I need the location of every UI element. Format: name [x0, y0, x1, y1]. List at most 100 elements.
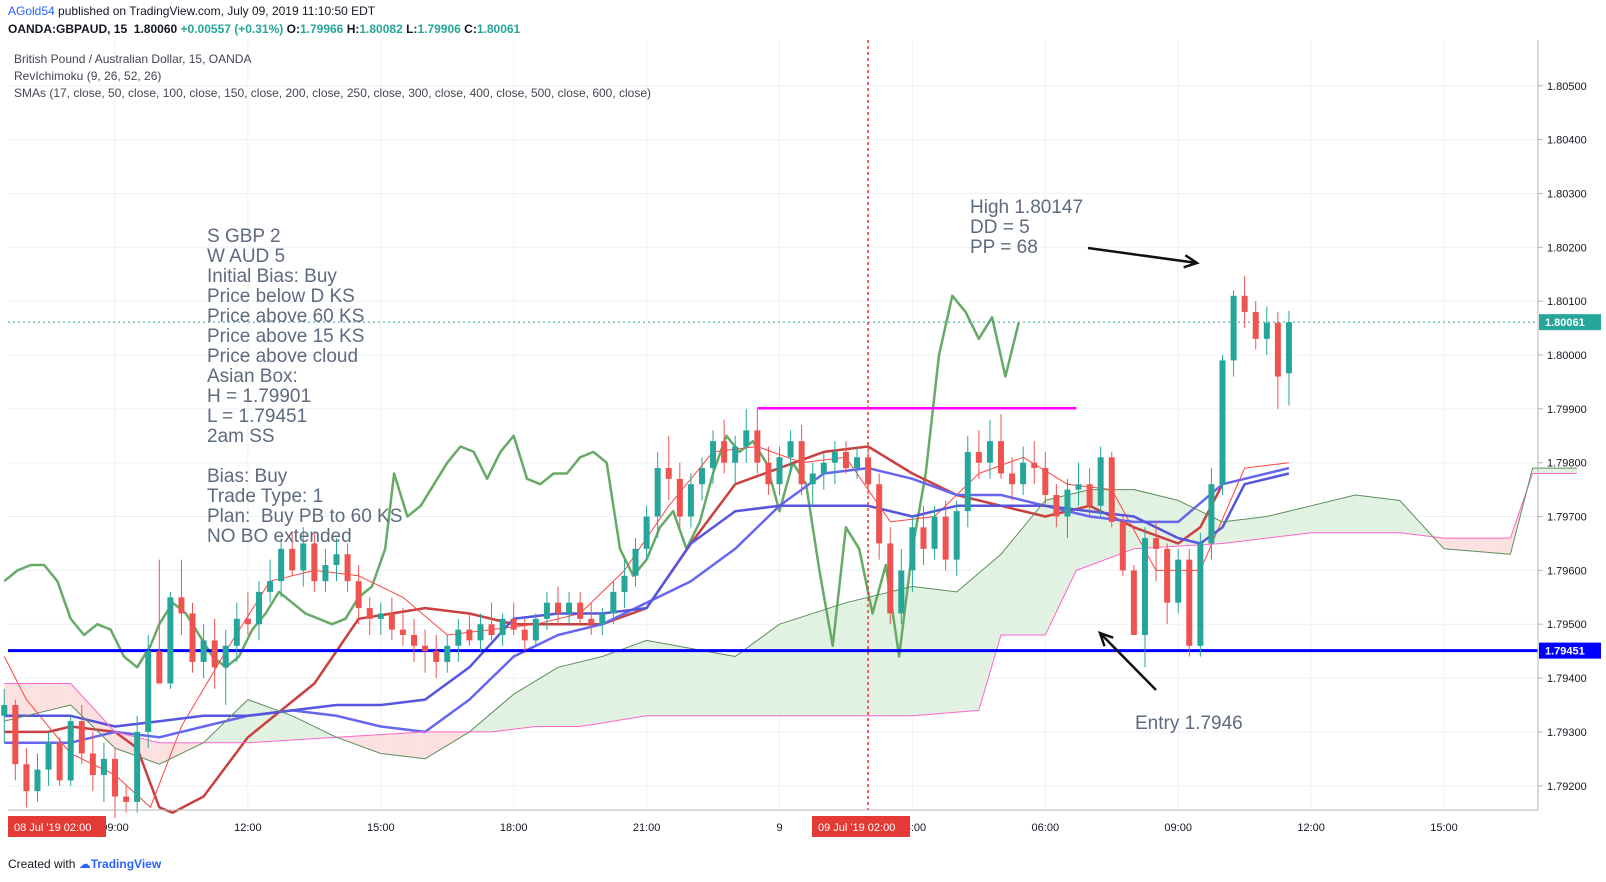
y-tick-label: 1.79600	[1547, 565, 1587, 577]
cloud-segment	[500, 701, 505, 731]
cloud-segment	[819, 609, 824, 716]
cloud-segment	[841, 602, 846, 716]
cloud-segment	[1271, 514, 1276, 538]
cloud-segment	[1049, 498, 1055, 626]
candle-body	[67, 721, 74, 781]
candle-body	[1119, 521, 1126, 571]
cloud-segment	[1018, 527, 1024, 635]
candle-body	[1274, 322, 1281, 377]
cloud-segment	[1253, 517, 1258, 540]
x-tick-label: 06:00	[1032, 822, 1060, 834]
x-tick-label: 15:00	[367, 822, 395, 834]
high-annotation-line: DD = 5	[970, 217, 1030, 238]
cloud-segment	[766, 630, 771, 716]
note-line: Plan: Buy PB to 60 KS	[207, 506, 403, 527]
candle-body	[942, 516, 949, 560]
candle-body	[1230, 295, 1237, 361]
candle-body	[23, 764, 30, 792]
date-badge-label: 09 Jul '19 02:00	[818, 822, 895, 834]
cloud-segment	[181, 742, 186, 754]
candle-body	[754, 430, 761, 463]
candle-body	[200, 640, 207, 662]
cloud-segment	[637, 642, 643, 718]
cloud-segment	[1178, 500, 1183, 547]
cloud-segment	[1302, 506, 1307, 534]
candle-body	[1263, 322, 1270, 339]
candle-body	[854, 457, 861, 469]
high-value: 1.80082	[359, 22, 403, 36]
cloud-segment	[354, 735, 359, 746]
last-price: 1.80060	[133, 22, 178, 36]
cloud-segment	[150, 740, 155, 763]
candle-body	[721, 441, 728, 463]
candle-body	[1219, 360, 1226, 485]
cloud-segment	[797, 617, 802, 716]
y-tick-label: 1.79800	[1547, 458, 1587, 470]
cloud-segment	[1563, 468, 1569, 474]
author-link[interactable]: AGold54	[8, 4, 55, 18]
cloud-segment	[1381, 498, 1387, 533]
cloud-segment	[721, 654, 727, 716]
candle-body	[1108, 457, 1115, 522]
cloud-segment	[1328, 500, 1334, 533]
cloud-segment	[1373, 497, 1378, 533]
candle-body	[1097, 457, 1104, 506]
candle-body	[211, 640, 218, 668]
cloud-segment	[704, 650, 709, 716]
candle-body	[876, 484, 883, 544]
tradingview-brand[interactable]: TradingView	[90, 857, 162, 871]
candle-body	[78, 721, 85, 754]
close-label: C:	[464, 22, 477, 36]
candle-body	[422, 645, 429, 652]
candle-body	[543, 602, 550, 619]
cloud-segment	[1133, 489, 1139, 549]
cloud-segment	[1333, 499, 1338, 533]
cloud-segment	[1293, 509, 1298, 535]
cloud-segment	[252, 701, 257, 743]
price-badge	[1539, 642, 1601, 659]
cloud-segment	[1377, 497, 1382, 533]
candle-body	[1164, 548, 1171, 603]
cloud-segment	[327, 733, 333, 738]
candle-body	[975, 451, 982, 463]
cloud-segment	[482, 716, 488, 732]
cloud-segment	[1368, 496, 1374, 533]
candle-body	[455, 629, 462, 646]
cloud-segment	[1058, 496, 1064, 608]
created-with-text: Created with	[8, 857, 76, 871]
cloud-segment	[456, 731, 461, 740]
footer: Created with ☁TradingView	[8, 857, 161, 871]
candle-body	[1241, 295, 1248, 312]
cloud-segment	[92, 707, 98, 731]
cloud-segment	[1501, 538, 1507, 554]
cloud-segment	[894, 589, 900, 716]
high-arrow-head	[1183, 254, 1200, 269]
date-badge	[8, 816, 106, 837]
low-value: 1.79906	[417, 22, 461, 36]
cloud-segment	[1182, 502, 1188, 546]
cloud-segment	[1009, 538, 1015, 635]
cloud-segment	[1297, 507, 1303, 535]
cloud-segment	[868, 596, 873, 716]
cloud-segment	[1311, 504, 1316, 533]
cloud-segment	[274, 709, 279, 742]
y-tick-label: 1.79200	[1547, 781, 1587, 793]
cloud-segment	[1444, 538, 1449, 550]
cloud-segment	[788, 619, 793, 716]
cloud-segment	[491, 709, 496, 732]
cloud-segment	[283, 712, 288, 741]
cloud-segment	[1226, 520, 1232, 543]
high-arrow	[1087, 246, 1198, 265]
note-line: Trade Type: 1	[207, 486, 324, 507]
cloud-segment	[256, 702, 262, 743]
cloud-segment	[810, 612, 815, 716]
cloud-segment	[1346, 496, 1351, 533]
cloud-segment	[61, 683, 67, 708]
cloud-segment	[48, 683, 53, 711]
candle-body	[555, 602, 561, 614]
price-chart[interactable]: 1.80500 1.80400 1.80300 1.80200 1.80100 1.800…	[0, 40, 1606, 852]
cloud-segment	[1191, 506, 1196, 546]
cloud-segment	[35, 683, 40, 714]
cloud-segment	[225, 716, 231, 743]
